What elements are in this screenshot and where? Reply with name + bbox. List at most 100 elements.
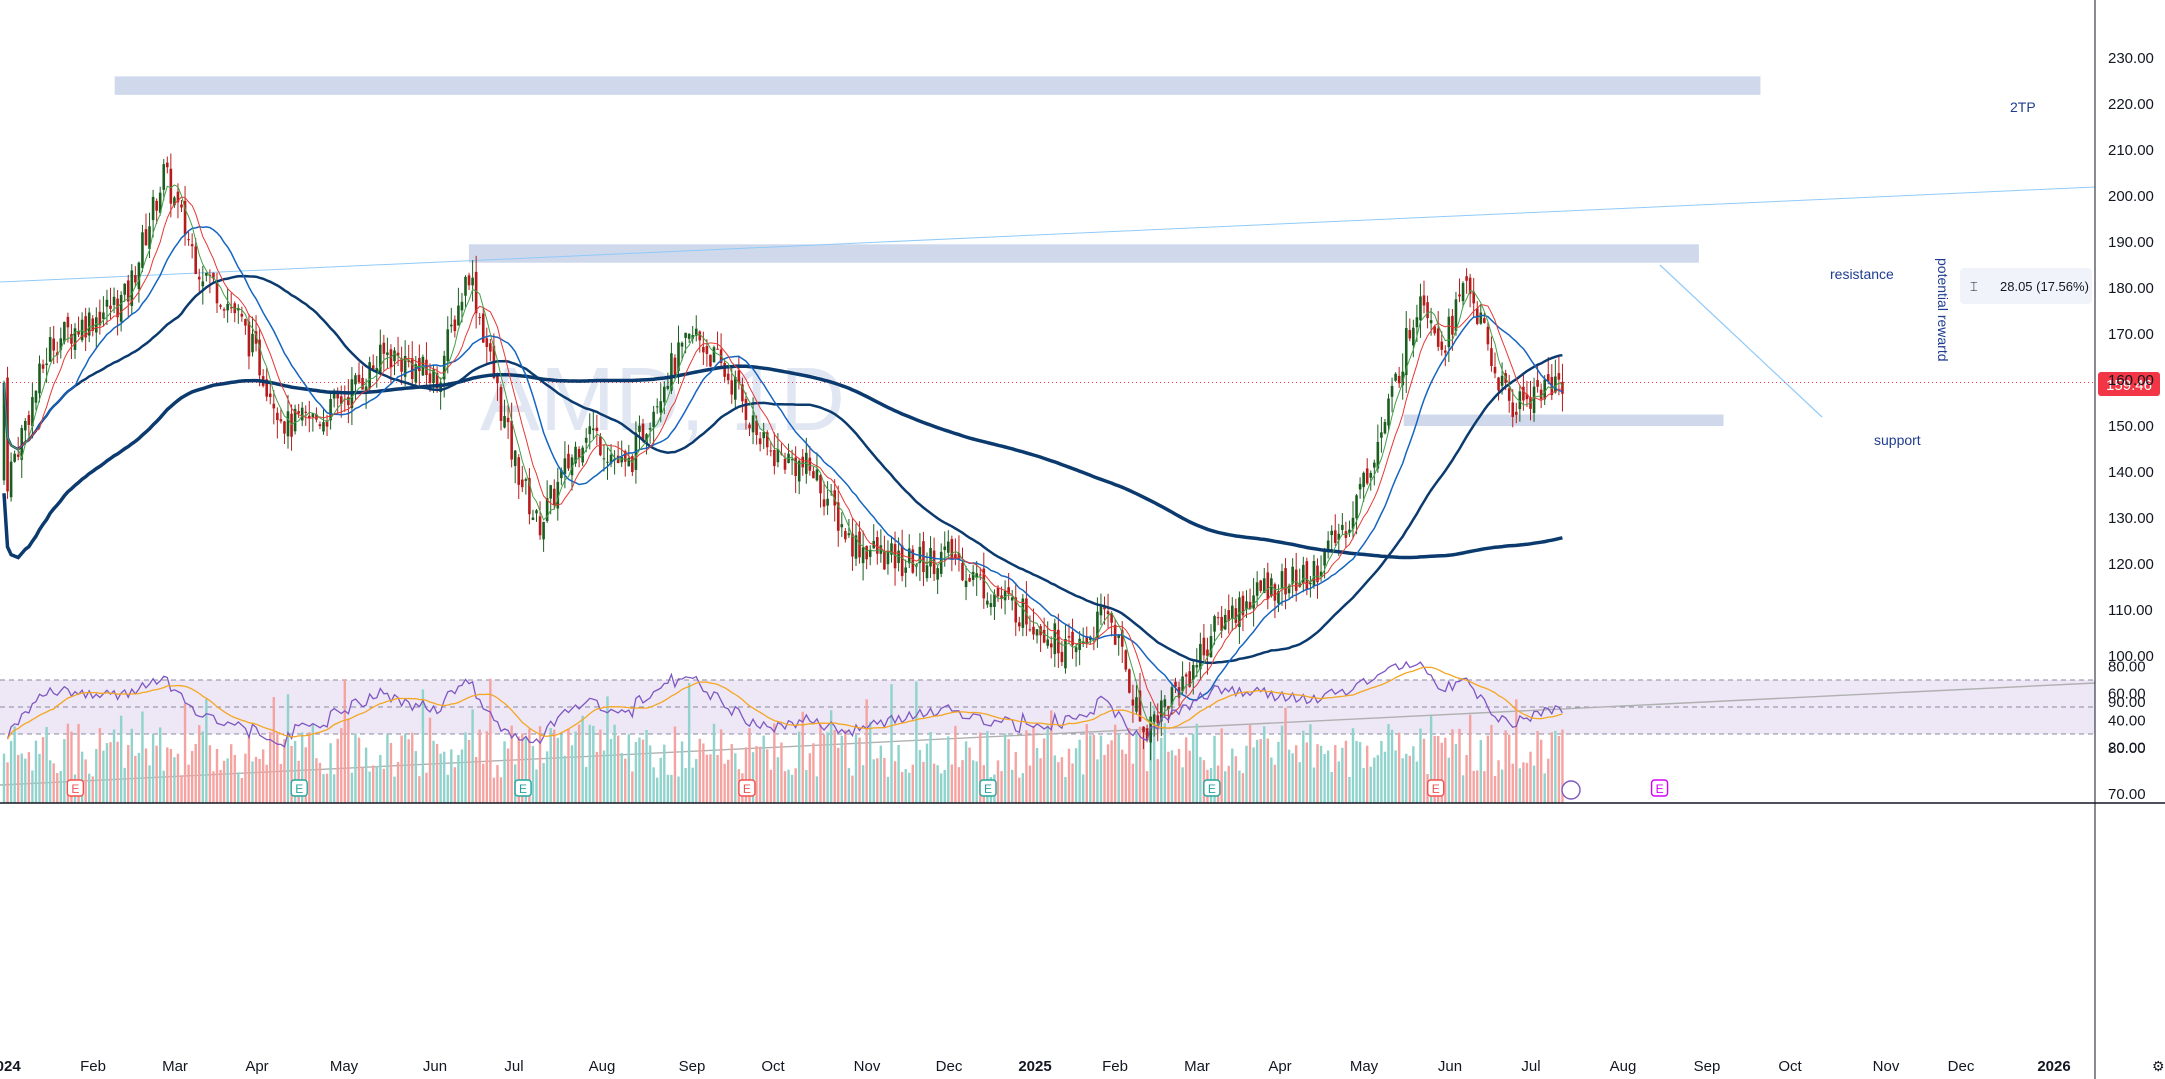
volume-bar	[716, 754, 719, 803]
volume-bar	[116, 741, 119, 803]
volume-bar	[748, 728, 751, 803]
volume-bar	[932, 763, 936, 803]
candle-body	[900, 545, 904, 577]
candle-body	[308, 415, 311, 419]
settings-icon: ⚙	[2152, 1058, 2165, 1074]
candle-body	[325, 420, 329, 427]
volume-bar	[659, 757, 662, 803]
volume-bar	[1525, 762, 1529, 803]
candle-body	[478, 317, 481, 319]
candle-body	[883, 551, 886, 570]
volume-bar	[411, 732, 414, 803]
candle-body	[1135, 697, 1138, 712]
time-tick-label: Dec	[936, 1058, 963, 1075]
volume-bar	[1479, 739, 1482, 803]
candle-body	[144, 229, 148, 246]
candle-body	[847, 533, 851, 536]
candle-body	[595, 427, 599, 432]
volume-bar	[1397, 732, 1401, 803]
volume-bar	[826, 732, 829, 803]
candle-body	[1191, 665, 1195, 680]
volume-bar	[460, 749, 464, 803]
volume-bar	[1412, 746, 1415, 803]
volume-bar	[691, 767, 694, 803]
volume-bar	[109, 742, 112, 803]
volume-bar	[1270, 757, 1273, 803]
volume-bar	[1476, 770, 1479, 803]
candle-body	[1536, 380, 1539, 387]
candle-body	[371, 365, 375, 371]
candle-body	[961, 562, 964, 581]
volume-bar	[88, 773, 91, 803]
time-tick-label: 2026	[2037, 1058, 2070, 1075]
candle-body	[1415, 317, 1419, 328]
volume-bar	[1337, 761, 1340, 803]
volume-bar	[1138, 726, 1142, 803]
volume-bar	[975, 761, 978, 803]
candle-body	[95, 317, 98, 333]
candle-body	[1195, 665, 1199, 668]
volume-bar	[1405, 753, 1408, 803]
candle-body	[1120, 630, 1124, 647]
volume-bar	[375, 766, 378, 803]
volume-bar	[77, 723, 80, 803]
volume-bar	[808, 753, 812, 803]
resistance-label: resistance	[1830, 266, 1894, 282]
candle-body	[1160, 700, 1163, 722]
volume-bar	[1419, 728, 1422, 803]
volume-bar	[137, 752, 141, 803]
volume-bar	[1461, 775, 1465, 803]
candle-body	[418, 358, 421, 372]
candle-body	[20, 428, 24, 460]
volume-bar	[521, 733, 524, 803]
candle-body	[70, 333, 73, 344]
time-tick-label: Jun	[423, 1058, 447, 1075]
candle-body	[396, 352, 400, 356]
volume-bar	[851, 775, 854, 803]
candle-body	[1319, 571, 1323, 577]
candle-body	[1174, 681, 1177, 687]
candle-body	[663, 386, 666, 403]
volume-bar	[336, 738, 339, 803]
time-tick-label: Mar	[162, 1058, 188, 1075]
candle-body	[329, 398, 332, 421]
volume-bar	[1124, 753, 1127, 803]
volume-bar	[638, 737, 641, 803]
volume-bar	[1472, 770, 1475, 803]
candle-body	[38, 363, 41, 394]
candle-body	[978, 574, 982, 576]
candle-body	[457, 305, 460, 326]
price-tick-label: 190.00	[2108, 234, 2154, 251]
price-tick-label: 220.00	[2108, 96, 2154, 113]
volume-bar	[908, 772, 911, 803]
volume-bar	[670, 774, 673, 803]
candle-body	[1138, 690, 1142, 722]
volume-bar	[279, 764, 283, 803]
candle-body	[840, 524, 844, 528]
candle-body	[1245, 601, 1248, 610]
volume-bar	[173, 757, 176, 803]
time-tick-label: Aug	[1610, 1058, 1637, 1075]
candle-body	[1298, 583, 1302, 587]
candle-body	[254, 331, 258, 344]
time-tick-label: Apr	[245, 1058, 268, 1075]
volume-bar	[1163, 723, 1167, 803]
volume-bar	[1103, 754, 1106, 803]
volume-bar	[506, 748, 510, 803]
volume-bar	[829, 710, 833, 803]
earnings-marker	[290, 779, 308, 797]
candle-body	[361, 377, 364, 390]
price-tick-label: 110.00	[2108, 602, 2153, 619]
volume-bar	[1387, 724, 1390, 803]
volume-bar	[1170, 750, 1174, 803]
dividend-marker	[1561, 780, 1581, 800]
volume-bar	[1032, 725, 1035, 803]
price-tick-label: 70.00	[2108, 786, 2146, 803]
volume-bar	[1067, 748, 1071, 803]
volume-bar	[1447, 757, 1451, 803]
volume-bar	[996, 760, 1000, 803]
candle-body	[425, 359, 428, 376]
candle-body	[1117, 634, 1120, 639]
volume-bar	[755, 746, 758, 803]
